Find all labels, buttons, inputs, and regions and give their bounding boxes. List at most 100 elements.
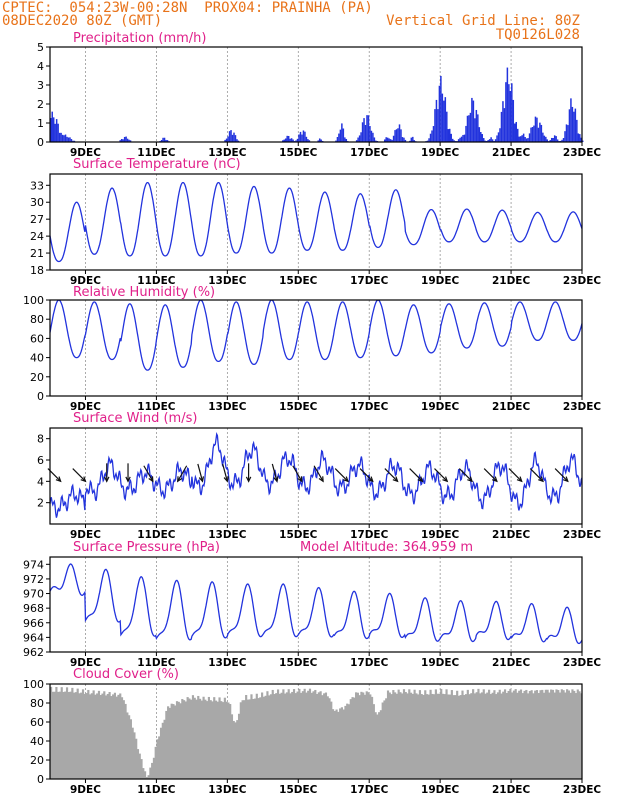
precip-bar bbox=[413, 140, 416, 142]
wind-arrowhead bbox=[491, 476, 498, 483]
cloud-bar bbox=[280, 692, 283, 779]
cloud-bar bbox=[301, 691, 304, 779]
cloud-bar bbox=[232, 720, 235, 779]
temp-title: Surface Temperature (nC) bbox=[73, 157, 241, 172]
precip-bar bbox=[66, 136, 68, 142]
precip-bar bbox=[388, 138, 390, 142]
precip-bar bbox=[400, 129, 402, 142]
cloud-bar bbox=[140, 759, 143, 779]
x-tick-label: 23DEC bbox=[563, 784, 602, 796]
precip-bar bbox=[506, 67, 509, 142]
cloud-bar bbox=[87, 689, 90, 779]
precip-bar bbox=[536, 117, 538, 142]
precip-bar bbox=[386, 137, 389, 142]
cloud-bar bbox=[351, 697, 354, 779]
cloud-bar bbox=[138, 753, 141, 779]
cloud-bar bbox=[78, 693, 81, 779]
x-tick-label: 15DEC bbox=[279, 529, 318, 541]
cloud-bar bbox=[493, 690, 496, 779]
precip-bar bbox=[308, 140, 311, 142]
precip-bar bbox=[119, 140, 121, 142]
cloud-bar bbox=[154, 746, 157, 779]
cloud-bar bbox=[438, 693, 441, 779]
cloud-bar bbox=[331, 709, 335, 779]
precip-bar bbox=[233, 132, 235, 142]
x-tick-label: 15DEC bbox=[279, 147, 318, 159]
cloud-bar bbox=[172, 704, 175, 779]
x-tick-label: 13DEC bbox=[208, 657, 247, 669]
cloud-bar bbox=[184, 701, 187, 779]
precip-bar bbox=[342, 128, 345, 142]
wind-vector bbox=[222, 463, 228, 482]
cloud-bar bbox=[527, 693, 530, 779]
precip-bar bbox=[475, 109, 478, 142]
cloud-bar bbox=[186, 697, 189, 779]
cloud-bar bbox=[388, 692, 391, 779]
cloud-bar bbox=[443, 694, 446, 779]
x-tick-label: 13DEC bbox=[208, 275, 247, 287]
precip-bar bbox=[564, 131, 566, 142]
y-tick-label: 2 bbox=[37, 497, 44, 510]
cloud-bar bbox=[406, 693, 409, 779]
cloud-bar bbox=[397, 689, 400, 779]
precip-bar bbox=[549, 140, 551, 142]
precip-bar bbox=[431, 130, 433, 142]
cloud-bar bbox=[468, 694, 471, 779]
precip-bar bbox=[123, 136, 126, 142]
plot-frame bbox=[49, 556, 583, 653]
wind-vector bbox=[292, 465, 303, 482]
x-tick-label: 11DEC bbox=[137, 401, 176, 413]
cloud-bar bbox=[207, 696, 210, 779]
cloud-bar bbox=[214, 700, 218, 779]
cloud-bar bbox=[363, 694, 367, 779]
cloud-bar bbox=[264, 695, 267, 779]
precip-bar bbox=[60, 132, 62, 142]
precip-bar bbox=[438, 85, 441, 142]
cloud-bar bbox=[222, 702, 225, 779]
cloud-bar bbox=[307, 690, 310, 779]
precip-bar bbox=[573, 111, 575, 142]
cloud-bar bbox=[466, 689, 469, 779]
cloud-bar bbox=[230, 714, 234, 779]
cloud-bar bbox=[346, 703, 349, 779]
precip-bar bbox=[236, 139, 238, 142]
cloud-bar bbox=[50, 686, 53, 779]
cloud-bar bbox=[296, 691, 299, 779]
cloud-bar bbox=[128, 715, 131, 779]
cloud-bar bbox=[89, 694, 92, 779]
x-tick-label: 13DEC bbox=[208, 147, 247, 159]
y-tick-label: 1 bbox=[37, 117, 44, 130]
precip-bar bbox=[404, 139, 407, 142]
cloud-bar bbox=[71, 687, 74, 779]
precip-bar bbox=[336, 137, 339, 142]
temp-line bbox=[49, 181, 583, 263]
precip-bar bbox=[447, 129, 450, 142]
precip-bar bbox=[515, 121, 517, 142]
x-tick-label: 17DEC bbox=[350, 401, 389, 413]
cloud-bar bbox=[284, 693, 287, 779]
cloud-bar bbox=[358, 695, 361, 779]
cloud-bar bbox=[300, 692, 303, 779]
cloud-bar bbox=[51, 691, 54, 779]
precip-bar bbox=[519, 136, 522, 142]
precip-bar bbox=[383, 139, 386, 142]
precip-bar bbox=[401, 137, 404, 142]
cloud-bar bbox=[450, 690, 453, 779]
precip-bar bbox=[570, 98, 572, 142]
cloud-bar bbox=[381, 702, 384, 779]
cloud-bar bbox=[269, 694, 273, 779]
x-tick-label: 23DEC bbox=[563, 147, 602, 159]
pressure-line bbox=[49, 563, 583, 645]
cloud-bar bbox=[234, 722, 237, 779]
precip-bar bbox=[508, 84, 510, 142]
precip-bar bbox=[345, 138, 348, 142]
precip-bar bbox=[484, 140, 486, 142]
x-tick-label: 23DEC bbox=[563, 275, 602, 287]
precip-bar bbox=[120, 138, 123, 142]
wind-vector bbox=[359, 468, 374, 482]
cloud-bar bbox=[463, 694, 466, 779]
precip-bar bbox=[54, 123, 56, 142]
precip-bar bbox=[344, 137, 346, 142]
x-tick-label: 9DEC bbox=[70, 657, 101, 669]
cloud-bar bbox=[519, 689, 523, 779]
